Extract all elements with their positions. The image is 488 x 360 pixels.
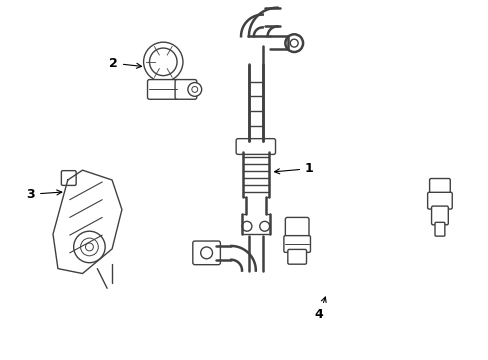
FancyBboxPatch shape — [431, 206, 447, 225]
Circle shape — [74, 231, 105, 263]
FancyBboxPatch shape — [427, 192, 451, 209]
FancyBboxPatch shape — [285, 217, 308, 239]
FancyBboxPatch shape — [147, 80, 179, 99]
FancyBboxPatch shape — [236, 139, 275, 154]
Circle shape — [285, 34, 303, 52]
Circle shape — [259, 221, 269, 231]
Circle shape — [200, 247, 212, 259]
Circle shape — [143, 42, 183, 82]
Text: 3: 3 — [26, 188, 61, 201]
FancyBboxPatch shape — [429, 179, 449, 195]
Circle shape — [187, 82, 201, 96]
Text: 4: 4 — [314, 297, 325, 321]
Circle shape — [242, 221, 251, 231]
FancyBboxPatch shape — [61, 171, 76, 185]
FancyBboxPatch shape — [434, 222, 444, 236]
FancyBboxPatch shape — [192, 241, 220, 265]
FancyBboxPatch shape — [287, 249, 306, 264]
FancyBboxPatch shape — [175, 80, 196, 99]
Text: 1: 1 — [274, 162, 313, 175]
Text: 2: 2 — [109, 57, 141, 70]
FancyBboxPatch shape — [284, 236, 310, 252]
